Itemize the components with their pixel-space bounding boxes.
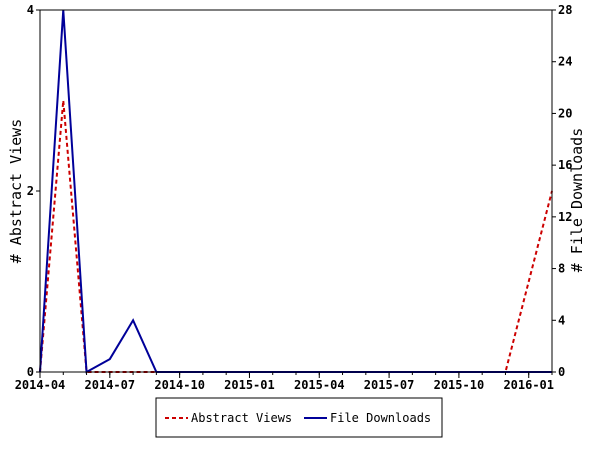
x-tick-label: 2016-01 [503, 378, 554, 392]
lines-layer [39, 9, 553, 374]
left-y-tick-label: 0 [27, 365, 34, 379]
left-y-tick-label: 2 [27, 184, 34, 198]
x-tick-label: 2015-04 [294, 378, 345, 392]
right-y-tick-label: 8 [558, 262, 565, 276]
right-axis-title: # File Downloads [568, 128, 586, 273]
right-y-tick-label: 12 [558, 210, 572, 224]
left-y-axis: 0 2 4 [27, 3, 40, 379]
x-tick-label: 2015-07 [364, 378, 415, 392]
legend-box [155, 397, 443, 438]
left-y-tick-label: 4 [27, 3, 34, 17]
series-line-abstract-views [39, 100, 553, 373]
right-y-tick-label: 20 [558, 106, 572, 120]
legend-label-abstract-views: Abstract Views [191, 411, 292, 425]
x-tick-label: 2014-04 [15, 378, 66, 392]
series-line-file-downloads [39, 9, 552, 374]
right-y-tick-label: 16 [558, 158, 572, 172]
right-y-tick-label: 0 [558, 365, 565, 379]
right-y-tick-label: 4 [558, 313, 565, 327]
left-axis-title: # Abstract Views [7, 119, 25, 264]
x-axis: 2014-04 2014-07 2014-10 2015-01 2015-04 2015-… [15, 372, 554, 392]
x-tick-label: 2015-10 [434, 378, 485, 392]
right-y-tick-label: 24 [558, 55, 572, 69]
x-tick-label: 2014-10 [154, 378, 205, 392]
legend: Abstract Views File Downloads [155, 397, 443, 438]
x-tick-label: 2014-07 [85, 378, 136, 392]
plot-frame [39, 9, 553, 373]
right-y-tick-label: 28 [558, 3, 572, 17]
x-tick-label: 2015-01 [224, 378, 275, 392]
legend-label-file-downloads: File Downloads [330, 411, 431, 425]
right-y-axis: 0 4 8 12 16 20 24 28 [552, 3, 572, 379]
